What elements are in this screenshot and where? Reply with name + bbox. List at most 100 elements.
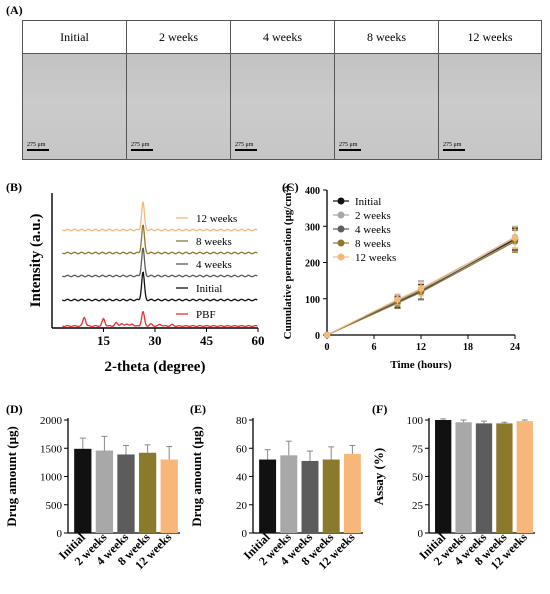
legend-label: 8 weeks	[355, 238, 391, 250]
legend-label: 12 weeks	[355, 252, 396, 264]
scale-bar	[443, 149, 465, 151]
y-tick-label: 0	[242, 528, 248, 540]
y-tick-label: 40	[236, 472, 248, 484]
legend-label: 2 weeks	[355, 210, 391, 222]
micro-image: 275 μm	[439, 54, 541, 159]
series-line	[61, 201, 258, 232]
xrd-chart: 12 weeks 8 weeks 4 weeks Initial PBF 15 30 45 60…	[28, 193, 265, 375]
bar	[259, 459, 277, 533]
legend-marker	[337, 253, 345, 261]
y-tick-label: 0	[57, 528, 63, 540]
y-tick-label: 60	[236, 443, 248, 455]
legend-label: Initial	[196, 283, 222, 295]
scale-bar	[235, 149, 257, 151]
y-tick-label: 500	[46, 500, 63, 512]
y-tick-label: 1000	[40, 472, 63, 484]
x-tick-label: 24	[510, 342, 520, 353]
y-tick-label: 50	[412, 472, 424, 484]
scale-bar	[339, 149, 361, 151]
micro-column-label: 8 weeks	[335, 21, 438, 54]
series-line	[326, 239, 516, 336]
micro-image: 275 μm	[23, 54, 126, 159]
legend-label: 4 weeks	[355, 224, 391, 236]
x-axis-label: 2-theta (degree)	[105, 359, 206, 375]
legend-label: PBF	[196, 309, 216, 321]
bar	[496, 423, 513, 533]
y-tick-label: 80	[236, 415, 248, 427]
series-line	[61, 247, 258, 278]
series-line	[61, 224, 258, 255]
micro-column: 2 weeks 275 μm	[127, 21, 231, 159]
micro-image: 275 μm	[231, 54, 334, 159]
scale-label: 275 μm	[443, 142, 462, 148]
x-tick-label: 12	[416, 342, 426, 353]
y-tick-label: 0	[315, 331, 320, 342]
bar	[301, 460, 319, 533]
bar	[455, 422, 472, 533]
y-axis-label: Assay (%)	[371, 448, 386, 505]
bar	[160, 459, 178, 533]
micro-column-label: 2 weeks	[127, 21, 230, 54]
micro-column-label: 12 weeks	[439, 21, 541, 54]
panel-label-c: (C)	[282, 180, 299, 194]
micro-image: 275 μm	[127, 54, 230, 159]
micro-column-label: 4 weeks	[231, 21, 334, 54]
x-tick-label: 60	[252, 333, 265, 348]
y-tick-label: 0	[418, 528, 424, 540]
series-line	[61, 271, 258, 302]
bar	[280, 455, 298, 533]
panel-label-e: (E)	[190, 402, 206, 416]
data-point	[417, 285, 425, 292]
y-axis-label: Drug amount (μg)	[4, 426, 19, 527]
x-tick-label: 30	[149, 333, 162, 348]
micro-column-label: Initial	[23, 21, 126, 54]
bar	[74, 448, 92, 533]
micro-column: 4 weeks 275 μm	[231, 21, 335, 159]
scale-label: 275 μm	[235, 142, 254, 148]
y-tick-label: 20	[236, 500, 248, 512]
panel-label-d: (D)	[6, 402, 23, 416]
scale-bar	[131, 149, 153, 151]
y-tick-label: 25	[412, 500, 424, 512]
data-point	[394, 296, 401, 303]
y-tick-label: 75	[412, 443, 424, 455]
legend-label: 12 weeks	[196, 213, 237, 225]
y-tick-label: 100	[305, 295, 320, 306]
bar	[435, 420, 452, 533]
panel-label-f: (F)	[372, 402, 388, 416]
legend-marker	[337, 211, 345, 219]
y-axis-label: Intensity (a.u.)	[28, 214, 44, 308]
micro-column: 8 weeks 275 μm	[335, 21, 439, 159]
bar	[95, 450, 114, 533]
x-tick-label: 6	[372, 342, 377, 353]
bar	[117, 454, 135, 533]
bar	[322, 459, 340, 533]
scale-label: 275 μm	[339, 142, 358, 148]
y-axis-label: Drug amount (μg)	[189, 426, 204, 527]
y-axis-label: Cumulative permeation (μg/cm²)	[282, 185, 294, 339]
x-tick-label: 45	[200, 333, 214, 348]
legend-marker	[337, 239, 345, 247]
legend-marker	[337, 197, 345, 205]
y-tick-label: 400	[305, 186, 320, 197]
legend-label: Initial	[355, 196, 381, 208]
bar	[475, 423, 493, 533]
x-axis-label: Time (hours)	[390, 359, 452, 371]
legend-label: 4 weeks	[196, 259, 232, 271]
bar	[138, 452, 157, 533]
y-tick-label: 2000	[40, 415, 63, 427]
panel-label-b: (B)	[6, 180, 22, 194]
micro-image: 275 μm	[335, 54, 438, 159]
panel-label-a: (A)	[6, 3, 23, 17]
y-tick-label: 200	[305, 259, 320, 270]
scale-label: 275 μm	[131, 142, 150, 148]
y-tick-label: 1500	[40, 443, 63, 455]
x-tick-label: 0	[325, 342, 330, 353]
series-line	[326, 237, 516, 336]
y-tick-label: 100	[407, 415, 424, 427]
micro-column: 12 weeks 275 μm	[439, 21, 541, 159]
legend-label: 8 weeks	[196, 236, 232, 248]
scale-label: 275 μm	[27, 142, 46, 148]
